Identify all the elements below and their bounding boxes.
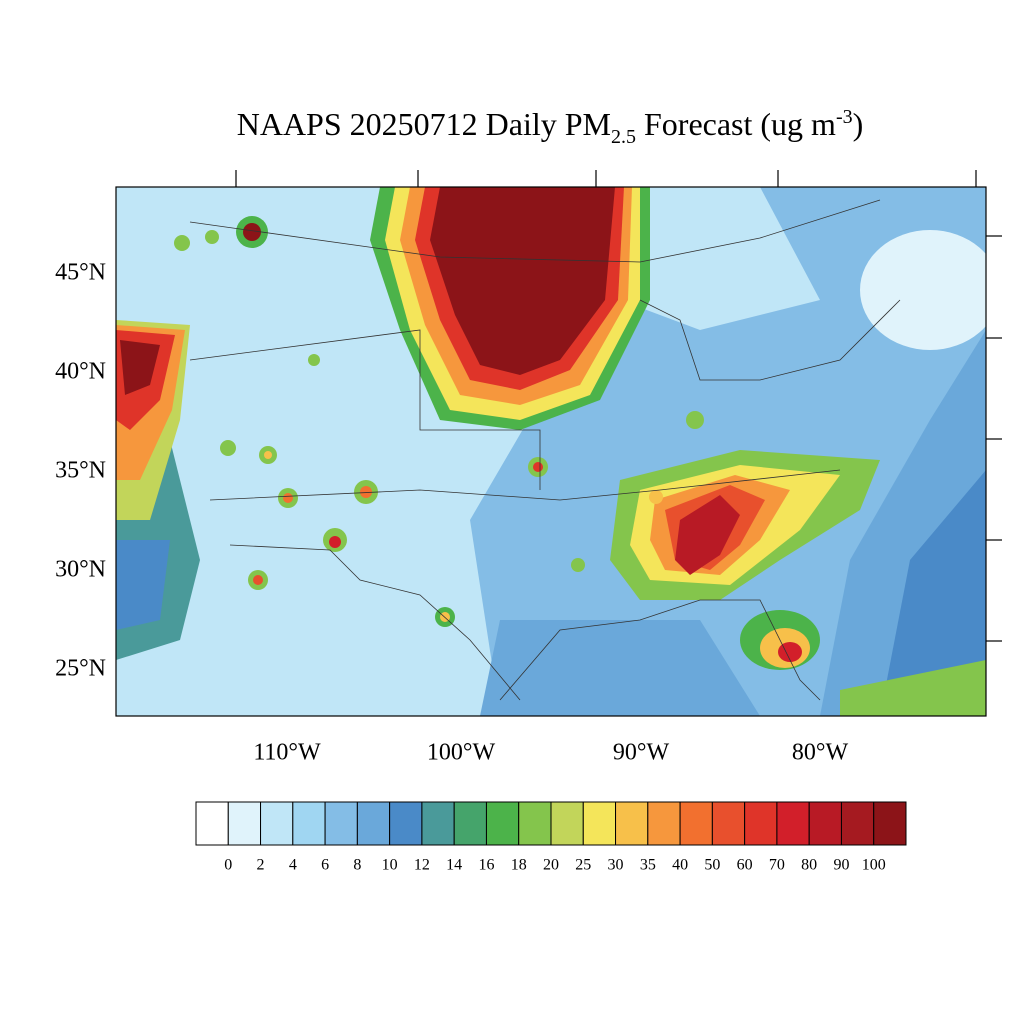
colorbar-box: [324, 801, 358, 846]
lat-label: 35°N: [55, 458, 106, 484]
colorbar-label: 14: [446, 857, 462, 874]
colorbar-label: 80: [801, 857, 817, 874]
colorbar-label: 60: [737, 857, 753, 874]
lat-label: 30°N: [55, 557, 106, 583]
colorbar-label: 100: [862, 857, 886, 874]
colorbar-label: 70: [769, 857, 785, 874]
fire-spots: [174, 216, 704, 627]
lon-label: 90°W: [613, 740, 670, 766]
colorbar-box: [615, 801, 649, 846]
colorbar-box: [518, 801, 552, 846]
lon-label: 100°W: [427, 740, 496, 766]
colorbar-label: 0: [224, 857, 232, 874]
colorbar-box: [840, 801, 875, 846]
title-subscript: 2.5: [611, 126, 636, 148]
colorbar-label: 2: [257, 857, 265, 874]
axis-labels: 45°N 40°N 35°N 30°N 25°N 110°W 100°W 90°W 80°W: [55, 260, 848, 766]
colorbar-label: 20: [543, 857, 559, 874]
colorbar-box: [550, 801, 584, 846]
colorbar-box: [453, 801, 487, 846]
colorbar-box: [776, 801, 810, 846]
colorbar-box: [647, 801, 681, 846]
colorbar: 0 2 4 6 8 10 12 14 16 18 20 25 30 35 40 50 60 70 80 90 100: [195, 801, 907, 874]
borders: [189, 199, 901, 701]
colorbar-box: [389, 801, 423, 846]
colorbar-label: 18: [511, 857, 527, 874]
colorbar-label: 30: [608, 857, 624, 874]
lon-label: 110°W: [253, 740, 321, 766]
title: NAAPS 20250712 Daily PM2.5 Forecast (ug …: [237, 106, 864, 148]
colorbar-box: [485, 801, 520, 846]
lat-label: 40°N: [55, 359, 106, 385]
colorbar-box: [679, 801, 713, 846]
colorbar-label: 12: [414, 857, 430, 874]
map-field: [116, 187, 986, 716]
colorbar-box: [744, 801, 778, 846]
colorbar-label: 16: [478, 857, 494, 874]
title-rest: Forecast (ug m: [636, 106, 836, 142]
colorbar-label: 40: [672, 857, 688, 874]
colorbar-box: [356, 801, 391, 846]
title-main: NAAPS 20250712 Daily PM: [237, 106, 611, 142]
lat-label: 25°N: [55, 656, 106, 682]
colorbar-box: [808, 801, 842, 846]
colorbar-label: 6: [321, 857, 329, 874]
lon-label: 80°W: [792, 740, 849, 766]
colorbar-box: [582, 801, 617, 846]
colorbar-box: [195, 801, 229, 846]
colorbar-label: 50: [704, 857, 720, 874]
colorbar-box: [421, 801, 455, 846]
colorbar-label: 90: [833, 857, 849, 874]
plume-north: [370, 187, 650, 430]
colorbar-label: 10: [382, 857, 398, 874]
colorbar-box: [260, 801, 294, 846]
colorbar-box: [227, 801, 262, 846]
colorbar-label: 25: [575, 857, 591, 874]
colorbar-label: 4: [289, 857, 297, 874]
colorbar-label: 8: [353, 857, 361, 874]
colorbar-box: [711, 801, 746, 846]
title-close: ): [853, 106, 864, 142]
plume-california: [116, 320, 190, 520]
colorbar-box: [873, 801, 907, 846]
colorbar-label: 35: [640, 857, 656, 874]
plume-southeast: [610, 450, 880, 600]
colorbar-box: [292, 801, 326, 846]
lat-label: 45°N: [55, 260, 106, 286]
map-frame: [115, 186, 987, 717]
title-superscript: -3: [836, 106, 853, 128]
frame-ticks: [235, 170, 1002, 642]
